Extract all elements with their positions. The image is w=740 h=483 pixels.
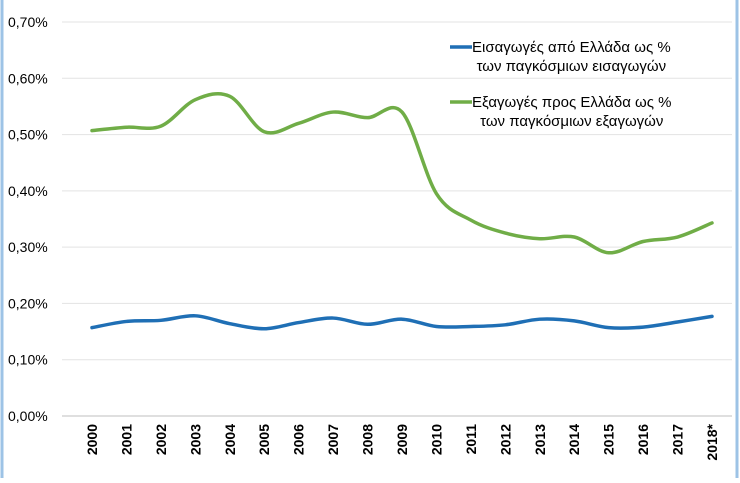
y-tick-label: 0,20% (8, 295, 48, 311)
x-tick-label: 2011 (463, 424, 479, 455)
x-tick-label: 2015 (601, 424, 617, 455)
x-tick-label: 2013 (532, 424, 548, 455)
x-tick-label: 2010 (428, 424, 444, 455)
data-line (90, 314, 714, 331)
x-tick-label: 2006 (291, 424, 307, 455)
y-tick-label: 0,60% (8, 70, 48, 86)
x-tick-label: 2001 (118, 424, 134, 455)
y-tick-label: 0,70% (8, 14, 48, 30)
y-tick-label: 0,30% (8, 239, 48, 255)
x-tick-label: 2009 (394, 424, 410, 455)
x-tick-label: 2014 (566, 424, 582, 455)
legend-label: Εξαγωγές προς Ελλάδα ως % των παγκόσμιων… (472, 94, 672, 130)
y-tick-label: 0,00% (8, 408, 48, 424)
x-tick-label: 2017 (670, 424, 686, 455)
y-tick-label: 0,50% (8, 127, 48, 143)
x-tick-label: 2003 (187, 424, 203, 455)
x-tick-label: 2008 (360, 424, 376, 455)
x-tick-label: 2000 (84, 424, 100, 455)
data-line (90, 91, 714, 255)
y-tick-label: 0,10% (8, 352, 48, 368)
x-tick-label: 2016 (635, 424, 651, 455)
y-tick-label: 0,40% (8, 183, 48, 199)
legend-label: Εισαγωγές από Ελλάδα ως % των παγκόσμιων… (472, 39, 671, 75)
x-tick-label: 2004 (222, 424, 238, 455)
x-tick-label: 2005 (256, 424, 272, 455)
x-tick-label: 2007 (325, 424, 341, 455)
x-tick-label: 2012 (497, 424, 513, 455)
x-tick-label: 2018* (704, 423, 720, 460)
x-tick-label: 2002 (153, 424, 169, 455)
